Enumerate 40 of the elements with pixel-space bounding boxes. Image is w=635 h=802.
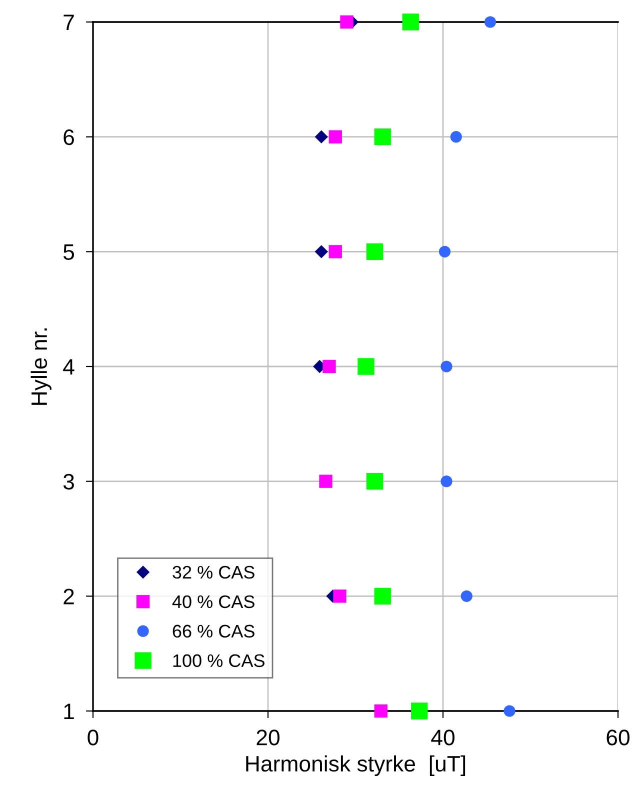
point bbox=[322, 360, 336, 374]
point bbox=[358, 358, 374, 375]
point bbox=[484, 16, 496, 28]
point bbox=[450, 131, 462, 143]
point bbox=[333, 590, 346, 603]
y-tick-label: 5 bbox=[63, 244, 74, 260]
point bbox=[340, 15, 354, 29]
point bbox=[504, 705, 516, 717]
point bbox=[440, 360, 452, 372]
y-tick-label: 3 bbox=[63, 474, 74, 490]
point bbox=[374, 588, 391, 604]
point bbox=[314, 130, 328, 144]
point bbox=[328, 245, 342, 258]
y-tick-label: 1 bbox=[64, 704, 74, 720]
y-tick-label: 4 bbox=[63, 359, 74, 375]
x-tick-label: 20 bbox=[256, 730, 280, 746]
point bbox=[328, 130, 342, 144]
x-tick-label: 60 bbox=[606, 730, 630, 746]
y-axis-title: Hylle nr. bbox=[30, 328, 52, 405]
point bbox=[319, 474, 332, 488]
x-tick-label: 40 bbox=[431, 730, 454, 746]
legend-label: 100 % CAS bbox=[173, 654, 264, 668]
point bbox=[374, 704, 388, 718]
point bbox=[374, 128, 391, 146]
y-tick-label: 2 bbox=[64, 588, 74, 604]
point bbox=[314, 245, 328, 258]
point bbox=[460, 590, 472, 602]
point bbox=[411, 702, 428, 720]
point bbox=[366, 243, 384, 260]
legend-label: 32 % CAS bbox=[172, 566, 254, 579]
y-tick-label: 6 bbox=[64, 129, 74, 146]
y-tick-label: 7 bbox=[64, 14, 74, 30]
x-tick-label: 0 bbox=[88, 730, 98, 746]
point bbox=[366, 473, 384, 490]
legend-label: 40 % CAS bbox=[172, 595, 254, 608]
x-axis-title: Harmonisk styrke [uT] bbox=[246, 755, 466, 776]
point bbox=[440, 476, 452, 488]
point bbox=[402, 14, 419, 30]
point bbox=[438, 246, 451, 258]
legend-label: 66 % CAS bbox=[172, 624, 254, 638]
